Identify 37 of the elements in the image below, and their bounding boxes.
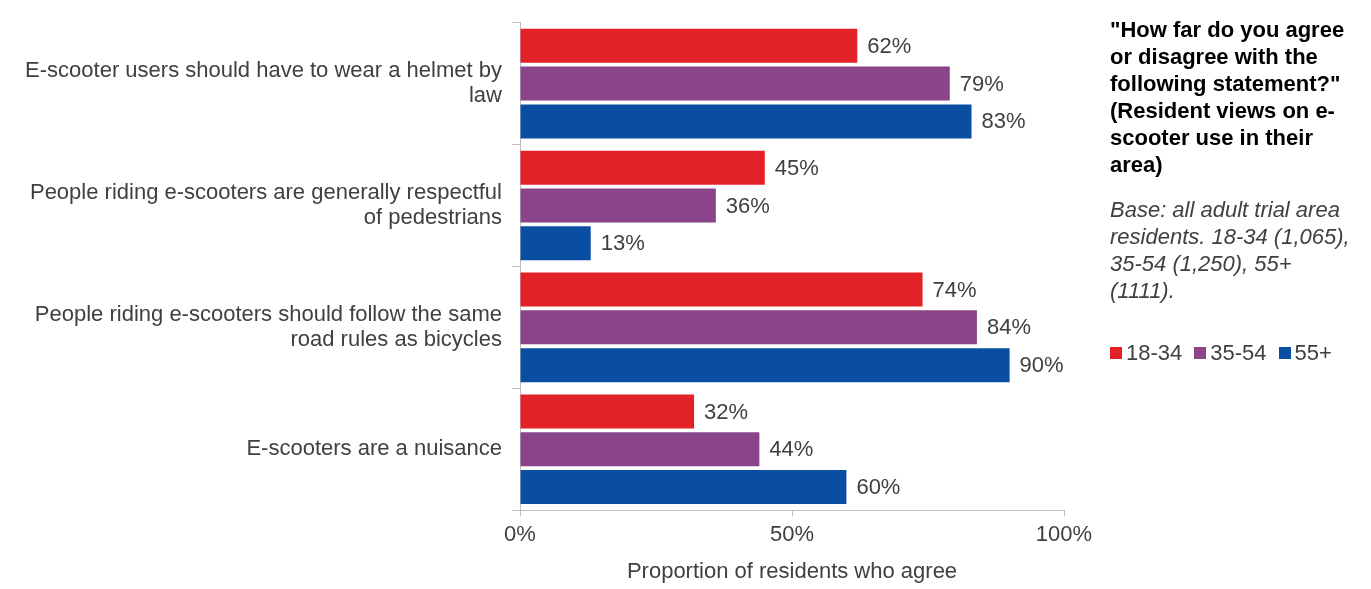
legend-label: 35-54 [1210,340,1267,366]
bar [520,66,950,101]
data-label: 84% [986,314,1032,340]
legend-label: 55+ [1294,340,1332,366]
data-label: 44% [769,436,814,462]
bar [520,188,716,223]
x-tick-label: 100% [1035,521,1093,547]
data-label: 36% [725,192,770,218]
data-label: 83% [981,108,1026,134]
bar [520,226,591,261]
data-label: 74% [932,276,977,302]
data-label: 45% [774,154,819,180]
data-label: 60% [856,474,901,500]
data-label: 79% [959,70,1004,96]
y-tick-label: E-scooters are a nuisance [246,435,502,461]
y-tick-label: People riding e-scooters should follow the same road rules as bicycles [34,300,502,352]
bar [520,28,858,63]
data-label: 32% [704,398,749,424]
x-tick-label: 0% [504,521,536,547]
data-label: 62% [867,32,912,58]
data-label: 13% [600,230,645,256]
data-label: 90% [1019,352,1064,378]
bar [520,470,847,505]
y-tick-label: E-scooter users should have to wear a helmet by law [25,57,503,108]
bar [520,394,695,429]
text: "How far do you agree or disagree with the following statement?" (Resident views on e-scooter use in their area) [1110,16,1346,178]
bar [520,432,760,467]
text: Base: all adult trial area residents. 18-34 (1,065), 35-54 (1,250), 55+ (1111). [1110,196,1351,304]
bar [520,150,765,185]
bar [520,348,1010,383]
legend-label: 18-34 [1126,340,1183,366]
x-axis-title: Proportion of residents who agree [626,557,958,583]
bar [520,104,972,139]
bar [520,272,923,307]
bar [520,310,977,345]
x-tick-label: 50% [769,521,815,547]
y-tick-label: People riding e-scooters are generally respectful of pedestrians [29,178,502,230]
